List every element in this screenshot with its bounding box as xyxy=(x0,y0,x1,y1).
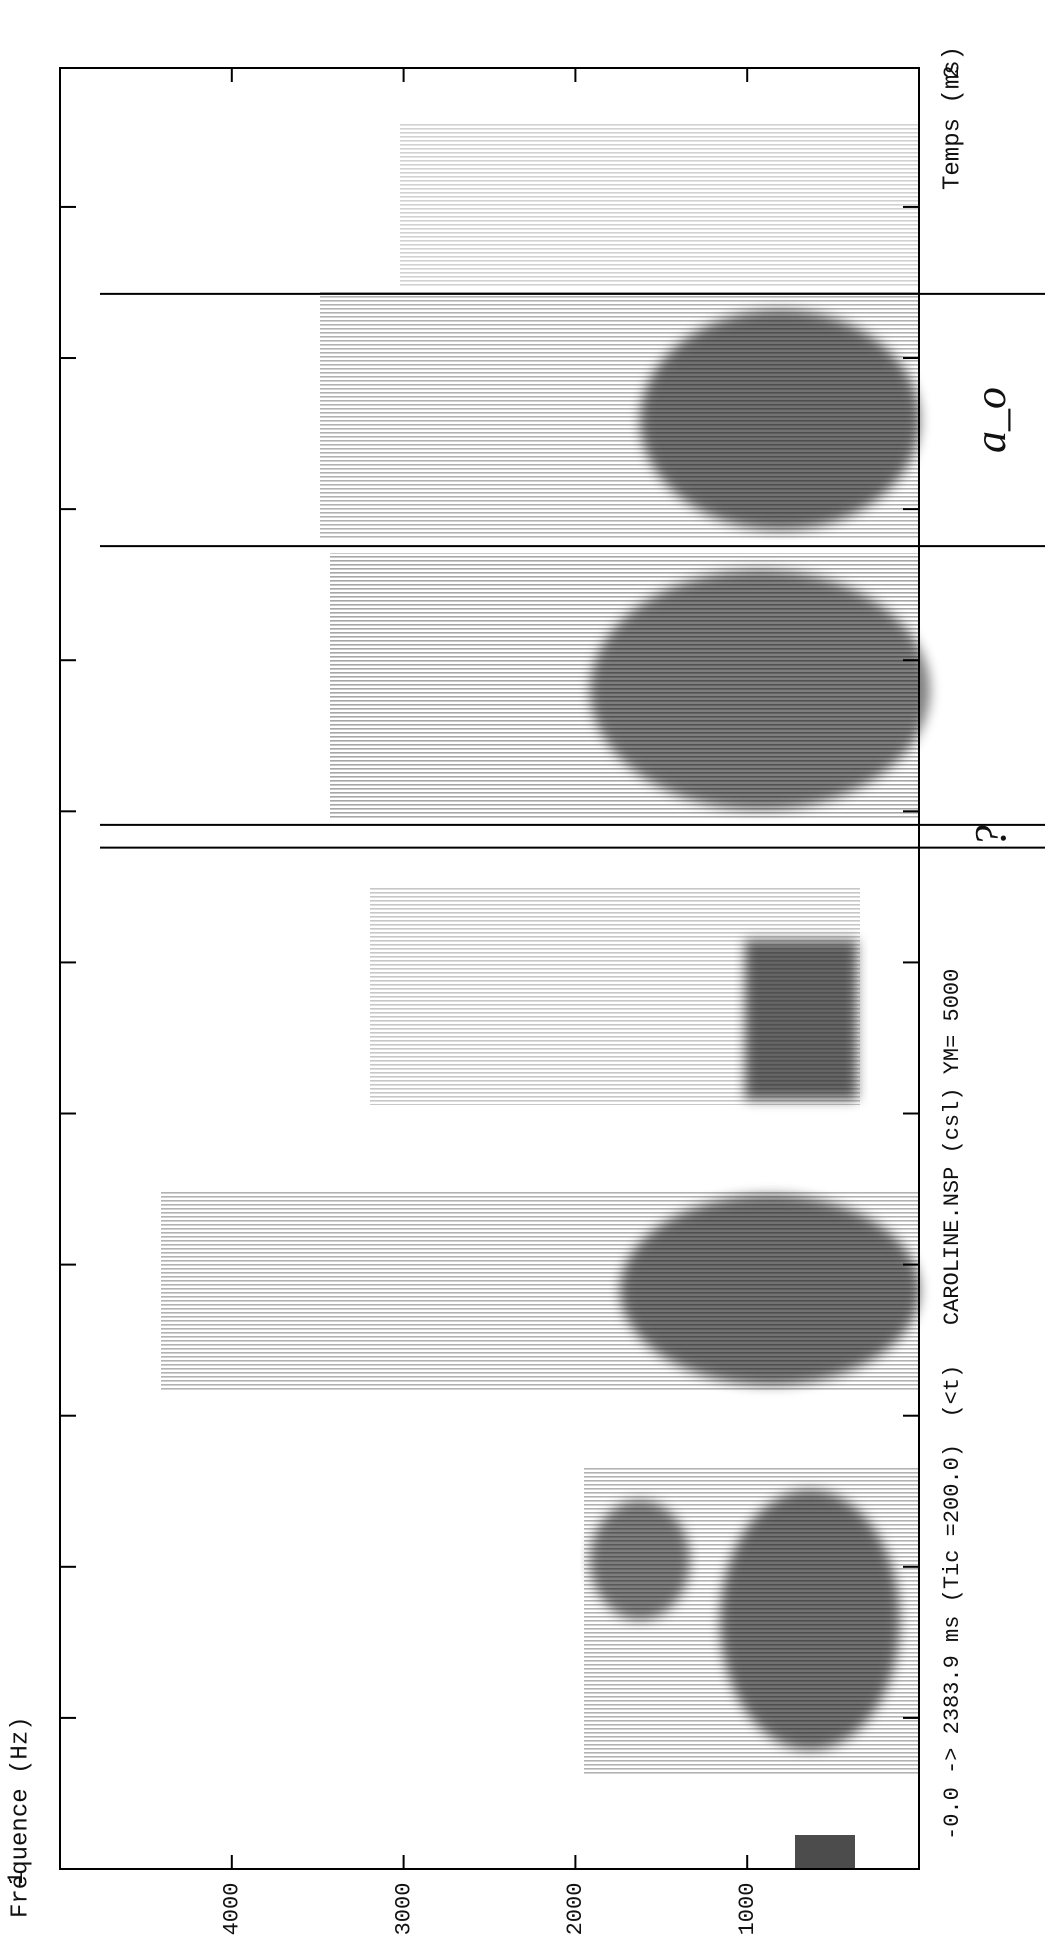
x-axis-label: Temps (ms) xyxy=(939,46,966,190)
spectrogram-texture xyxy=(161,124,930,1869)
plot-frame xyxy=(59,67,920,1870)
freq-tick-label: 3000 xyxy=(391,1883,416,1936)
segment-annotation: ? xyxy=(966,825,1015,847)
formant-blob xyxy=(745,940,857,1100)
freq-tick-label: 2000 xyxy=(563,1883,588,1936)
freq-tick-label: 1000 xyxy=(735,1883,760,1936)
freq-tick-label: 4000 xyxy=(220,1883,245,1936)
formant-blob xyxy=(620,1195,920,1385)
segment-annotation: a_o xyxy=(966,387,1015,453)
texture-region xyxy=(400,124,919,286)
subtitle: -0.0 -> 2383.9 ms (Tic =200.0) (<t) CARO… xyxy=(940,969,965,1840)
corner-label: 1 xyxy=(4,1871,29,1884)
formant-blob xyxy=(590,1500,690,1620)
burst xyxy=(795,1835,855,1869)
y-axis-label: Fréquence (Hz) xyxy=(7,1716,34,1918)
formant-blob xyxy=(640,310,920,530)
corner-label: 2 xyxy=(940,65,965,78)
formant-blob xyxy=(590,570,930,810)
formant-blob xyxy=(720,1490,900,1750)
